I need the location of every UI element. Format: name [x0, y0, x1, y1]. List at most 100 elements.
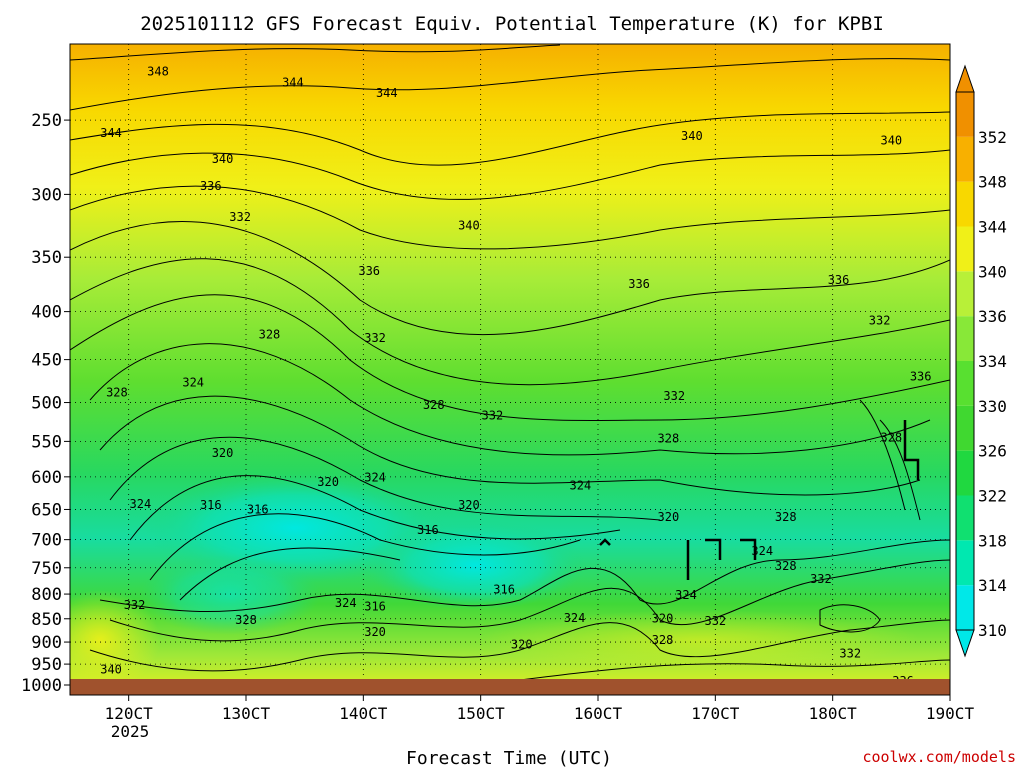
y-tick-label: 950: [31, 655, 62, 675]
contour-label: 316: [417, 523, 439, 537]
x-axis: 120CT 130CT 140CT 150CT 160CT 170CT 180CT 190CT: [105, 695, 975, 723]
colorbar-frame: [955, 91, 975, 631]
y-tick-label: 450: [31, 351, 62, 371]
colorbar-swatch: [956, 450, 974, 496]
contour-label: 324: [570, 479, 592, 493]
colorbar-swatch: [956, 136, 974, 182]
contour-lines: [70, 44, 950, 693]
y-axis: 250 300 350 400 450 500 550 600 650 700 750 800 850 9…: [21, 111, 70, 696]
x-tick-label: 120CT: [105, 704, 154, 723]
y-tick-label: 400: [31, 303, 62, 323]
x-axis-year: 2025: [111, 722, 150, 741]
contour-label: 340: [880, 134, 902, 148]
contour-label: 320: [212, 446, 234, 460]
contour-label: 328: [775, 510, 797, 524]
colorbar-label: 334: [978, 352, 1007, 371]
contour-label: 336: [910, 369, 932, 383]
contour-label: 324: [130, 497, 152, 511]
x-tick-label: 150CT: [457, 704, 506, 723]
colorbar-swatch: [956, 226, 974, 272]
contour-label: 320: [652, 611, 674, 625]
contour-label: 336: [200, 179, 222, 193]
y-tick-label: 600: [31, 468, 62, 488]
ground: [70, 679, 950, 695]
y-tick-label: 800: [31, 585, 62, 605]
contour-label: 328: [106, 386, 128, 400]
contour-label: 344: [376, 86, 398, 100]
x-tick-label: 140CT: [339, 704, 388, 723]
x-tick-label: 130CT: [222, 704, 271, 723]
contour-label: 332: [364, 331, 386, 345]
contour-label: 324: [675, 588, 697, 602]
contour-label: 316: [364, 600, 386, 614]
contour-label: 336: [628, 277, 650, 291]
contour-label: 344: [100, 126, 122, 140]
colorbar-label: 352: [978, 128, 1007, 147]
low-theta-e-core: [365, 520, 585, 610]
contour-label: 344: [42, 79, 64, 93]
colorbar-swatch: [956, 540, 974, 586]
plot-area: 348 344 344 340 336 332 344 344 340 340 340 336 336 3…: [42, 44, 950, 695]
x-tick-label: 190CT: [926, 704, 975, 723]
colorbar-label: 318: [978, 531, 1007, 550]
contour-labels: 348 344 344 340 336 332 344 344 340 340 340 336 336 3…: [42, 65, 932, 695]
contour-label: 328: [423, 398, 445, 412]
colorbar: 310 314 318 322 326 330 334 336 340 344 348 352: [955, 64, 1007, 658]
colorbar-extend-bottom: [955, 629, 975, 658]
contour-label: 328: [880, 431, 902, 445]
credit-text[interactable]: coolwx.com/models: [862, 748, 1016, 766]
contour-label: 332: [704, 614, 726, 628]
contour-label: 324: [564, 611, 586, 625]
contour-label: 332: [839, 647, 861, 661]
contour-label: 332: [810, 572, 832, 586]
y-tick-label: 250: [31, 111, 62, 131]
colorbar-swatch: [956, 181, 974, 227]
contour-label: 336: [358, 264, 380, 278]
low-theta-e-core: [140, 555, 320, 635]
contour-label: 332: [663, 389, 685, 403]
y-tick-label: 900: [31, 633, 62, 653]
contour-label: 316: [493, 582, 515, 596]
contour-label: 320: [511, 637, 533, 651]
contour-label: 324: [364, 471, 386, 485]
colorbar-extend-top: [955, 64, 975, 93]
contour-label: 336: [828, 273, 850, 287]
colorbar-swatch: [956, 585, 974, 630]
contour-label: 328: [775, 559, 797, 573]
colorbar-label: 340: [978, 262, 1007, 281]
colorbar-label: 310: [978, 621, 1007, 640]
contour-label: 320: [364, 625, 386, 639]
contour-label: 328: [652, 633, 674, 647]
colorbar-swatch: [956, 316, 974, 361]
y-tick-label: 500: [31, 394, 62, 414]
colorbar-label: 344: [978, 218, 1007, 237]
contour-label: 344: [282, 76, 304, 90]
contour-label: 328: [235, 613, 257, 627]
contour-label: 340: [100, 663, 122, 677]
y-tick-label: 550: [31, 432, 62, 452]
y-tick-label: 700: [31, 531, 62, 551]
y-tick-label: 650: [31, 500, 62, 520]
contour-label: 332: [124, 598, 146, 612]
contour-label: 340: [212, 152, 234, 166]
contour-label: 320: [317, 475, 339, 489]
contour-label: 324: [751, 544, 773, 558]
x-tick-label: 160CT: [574, 704, 623, 723]
contour-label: 340: [458, 219, 480, 233]
x-tick-label: 170CT: [691, 704, 740, 723]
colorbar-label: 322: [978, 487, 1007, 506]
colorbar-swatch: [956, 361, 974, 406]
colorbar-label: 330: [978, 397, 1007, 416]
y-tick-label: 850: [31, 610, 62, 630]
contour-label: 340: [681, 129, 703, 143]
contour-label: 316: [247, 502, 269, 516]
contour-label: 324: [335, 596, 357, 610]
contour-label: 324: [182, 376, 204, 390]
high-theta-e-area: [70, 590, 160, 690]
x-axis-title: Forecast Time (UTC): [406, 748, 612, 768]
colorbar-swatch: [956, 92, 974, 137]
colorbar-swatch: [956, 495, 974, 541]
y-tick-label: 350: [31, 248, 62, 268]
contour-label: 328: [658, 431, 680, 445]
contour-label: 320: [658, 510, 680, 524]
